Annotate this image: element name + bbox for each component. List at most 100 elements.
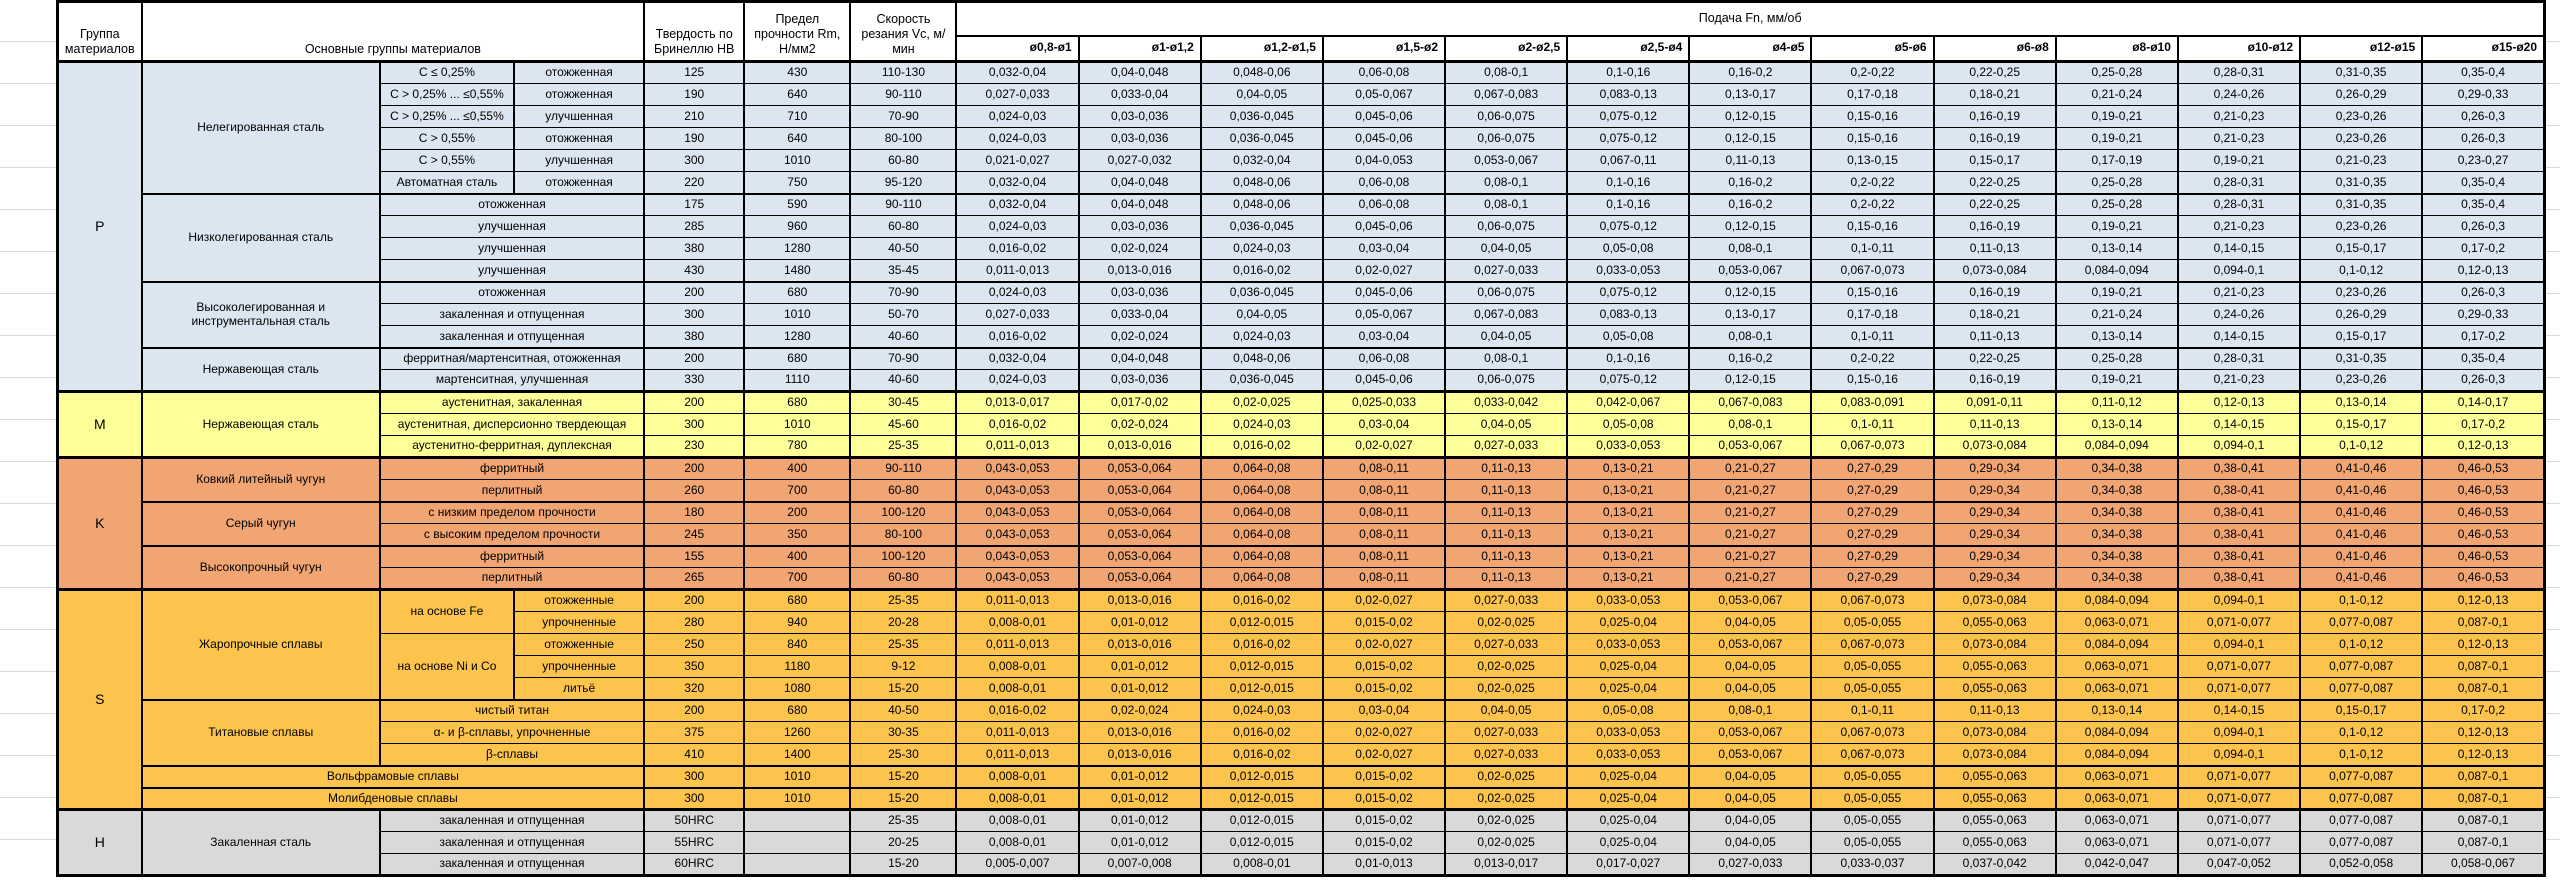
feed-cell[interactable]: 0,06-0,075 bbox=[1444, 369, 1569, 392]
feed-cell[interactable]: 0,24-0,26 bbox=[2176, 83, 2302, 106]
feed-cell[interactable]: 0,05-0,055 bbox=[1810, 764, 1935, 788]
feed-cell[interactable]: 0,045-0,06 bbox=[1321, 369, 1447, 392]
feed-cell[interactable]: 0,17-0,18 bbox=[1810, 303, 1935, 326]
feed-cell[interactable]: 0,29-0,34 bbox=[1932, 567, 2057, 590]
feed-cell[interactable]: 0,12-0,13 bbox=[2421, 435, 2546, 458]
feed-cell[interactable]: 0,06-0,08 bbox=[1321, 346, 1447, 370]
feed-cell[interactable]: 0,012-0,015 bbox=[1199, 786, 1324, 810]
speed-cell[interactable]: 15-20 bbox=[849, 677, 958, 700]
feed-cell[interactable]: 0,1-0,12 bbox=[2299, 743, 2424, 766]
feed-cell[interactable]: 0,27-0,29 bbox=[1810, 479, 1935, 502]
feed-cell[interactable]: 0,02-0,025 bbox=[1444, 764, 1569, 788]
feed-cell[interactable]: 0,032-0,04 bbox=[955, 346, 1080, 370]
feed-cell[interactable]: 0,027-0,033 bbox=[1444, 743, 1569, 766]
feed-cell[interactable]: 0,16-0,19 bbox=[1932, 127, 2057, 150]
feed-cell[interactable]: 0,036-0,045 bbox=[1199, 105, 1324, 128]
feed-cell[interactable]: 0,016-0,02 bbox=[955, 413, 1080, 436]
feed-cell[interactable]: 0,23-0,26 bbox=[2299, 215, 2424, 238]
feed-cell[interactable]: 0,2-0,22 bbox=[1810, 60, 1935, 84]
material-state-cell[interactable]: закаленная и отпущенная bbox=[378, 808, 646, 832]
feed-cell[interactable]: 0,11-0,13 bbox=[1688, 149, 1813, 172]
feed-cell[interactable]: 0,15-0,16 bbox=[1810, 105, 1935, 128]
feed-cell[interactable]: 0,11-0,13 bbox=[1444, 479, 1569, 502]
material-group-cell[interactable]: Высоколегированная и инструментальная ст… bbox=[140, 280, 381, 348]
material-sub1-cell[interactable]: C > 0,25% ... ≤0,55% bbox=[378, 105, 516, 128]
feed-cell[interactable]: 0,052-0,058 bbox=[2299, 853, 2424, 876]
feed-cell[interactable]: 0,04-0,05 bbox=[1688, 655, 1813, 678]
header-diameter-range[interactable]: ø10-ø12 bbox=[2176, 34, 2302, 63]
feed-cell[interactable]: 0,033-0,053 bbox=[1566, 435, 1691, 458]
speed-cell[interactable]: 60-80 bbox=[849, 149, 958, 172]
feed-cell[interactable]: 0,025-0,04 bbox=[1566, 655, 1691, 678]
feed-cell[interactable]: 0,015-0,02 bbox=[1321, 655, 1447, 678]
feed-cell[interactable]: 0,04-0,05 bbox=[1444, 325, 1569, 348]
material-state-cell[interactable]: ферритная/мартенситная, отожженная bbox=[378, 346, 646, 370]
group-letter-cell[interactable]: P bbox=[56, 60, 143, 392]
feed-cell[interactable]: 0,1-0,12 bbox=[2299, 435, 2424, 458]
feed-cell[interactable]: 0,03-0,036 bbox=[1077, 105, 1202, 128]
feed-cell[interactable]: 0,073-0,084 bbox=[1932, 259, 2057, 282]
feed-cell[interactable]: 0,41-0,46 bbox=[2299, 544, 2424, 568]
strength-cell[interactable]: 680 bbox=[743, 346, 852, 370]
hardness-cell[interactable]: 60HRC bbox=[643, 853, 746, 876]
feed-cell[interactable]: 0,34-0,38 bbox=[2054, 523, 2179, 546]
feed-cell[interactable]: 0,2-0,22 bbox=[1810, 171, 1935, 194]
material-group-cell[interactable]: Молибденовые сплавы bbox=[140, 786, 646, 810]
feed-cell[interactable]: 0,055-0,063 bbox=[1932, 611, 2057, 634]
feed-cell[interactable]: 0,08-0,11 bbox=[1321, 456, 1447, 480]
strength-cell[interactable]: 640 bbox=[743, 127, 852, 150]
feed-cell[interactable]: 0,16-0,19 bbox=[1932, 105, 2057, 128]
feed-cell[interactable]: 0,21-0,23 bbox=[2299, 149, 2424, 172]
feed-cell[interactable]: 0,01-0,012 bbox=[1077, 764, 1202, 788]
feed-cell[interactable]: 0,027-0,033 bbox=[955, 83, 1080, 106]
feed-cell[interactable]: 0,025-0,033 bbox=[1321, 390, 1447, 414]
feed-cell[interactable]: 0,033-0,037 bbox=[1810, 853, 1935, 876]
feed-cell[interactable]: 0,04-0,05 bbox=[1199, 83, 1324, 106]
feed-cell[interactable]: 0,025-0,04 bbox=[1566, 831, 1691, 854]
feed-cell[interactable]: 0,04-0,05 bbox=[1688, 808, 1813, 832]
feed-cell[interactable]: 0,02-0,027 bbox=[1321, 743, 1447, 766]
hardness-cell[interactable]: 200 bbox=[643, 390, 746, 414]
feed-cell[interactable]: 0,02-0,027 bbox=[1321, 435, 1447, 458]
feed-cell[interactable]: 0,18-0,21 bbox=[1932, 83, 2057, 106]
feed-cell[interactable]: 0,05-0,08 bbox=[1566, 413, 1691, 436]
feed-cell[interactable]: 0,08-0,11 bbox=[1321, 544, 1447, 568]
feed-cell[interactable]: 0,013-0,016 bbox=[1077, 743, 1202, 766]
feed-cell[interactable]: 0,21-0,27 bbox=[1688, 479, 1813, 502]
feed-cell[interactable]: 0,13-0,21 bbox=[1566, 479, 1691, 502]
material-state-cell[interactable]: ферритный bbox=[378, 456, 646, 480]
feed-cell[interactable]: 0,094-0,1 bbox=[2176, 435, 2302, 458]
feed-cell[interactable]: 0,13-0,21 bbox=[1566, 567, 1691, 590]
feed-cell[interactable]: 0,084-0,094 bbox=[2054, 721, 2179, 744]
feed-cell[interactable]: 0,064-0,08 bbox=[1199, 500, 1324, 524]
material-state-cell[interactable]: мартенситная, улучшенная bbox=[378, 369, 646, 392]
feed-cell[interactable]: 0,016-0,02 bbox=[1199, 743, 1324, 766]
feed-cell[interactable]: 0,094-0,1 bbox=[2176, 721, 2302, 744]
hardness-cell[interactable]: 280 bbox=[643, 611, 746, 634]
feed-cell[interactable]: 0,045-0,06 bbox=[1321, 280, 1447, 304]
feed-cell[interactable]: 0,03-0,036 bbox=[1077, 215, 1202, 238]
feed-cell[interactable]: 0,005-0,007 bbox=[955, 853, 1080, 876]
speed-cell[interactable]: 60-80 bbox=[849, 567, 958, 590]
feed-cell[interactable]: 0,03-0,04 bbox=[1321, 325, 1447, 348]
feed-cell[interactable]: 0,1-0,11 bbox=[1810, 413, 1935, 436]
feed-cell[interactable]: 0,063-0,071 bbox=[2054, 611, 2179, 634]
hardness-cell[interactable]: 375 bbox=[643, 721, 746, 744]
hardness-cell[interactable]: 245 bbox=[643, 523, 746, 546]
speed-cell[interactable]: 45-60 bbox=[849, 413, 958, 436]
group-letter-cell[interactable]: S bbox=[56, 588, 143, 810]
feed-cell[interactable]: 0,11-0,13 bbox=[1444, 523, 1569, 546]
feed-cell[interactable]: 0,084-0,094 bbox=[2054, 588, 2179, 612]
feed-cell[interactable]: 0,23-0,26 bbox=[2299, 127, 2424, 150]
header-diameter-range[interactable]: ø1-ø1,2 bbox=[1077, 34, 1202, 63]
feed-cell[interactable]: 0,05-0,055 bbox=[1810, 677, 1935, 700]
material-state-cell[interactable]: отожженные bbox=[512, 588, 646, 612]
feed-cell[interactable]: 0,31-0,35 bbox=[2299, 171, 2424, 194]
feed-cell[interactable]: 0,087-0,1 bbox=[2421, 786, 2546, 810]
feed-cell[interactable]: 0,032-0,04 bbox=[1199, 149, 1324, 172]
feed-cell[interactable]: 0,016-0,02 bbox=[1199, 259, 1324, 282]
feed-cell[interactable]: 0,03-0,04 bbox=[1321, 698, 1447, 722]
feed-cell[interactable]: 0,091-0,11 bbox=[1932, 390, 2057, 414]
feed-cell[interactable]: 0,19-0,21 bbox=[2054, 215, 2179, 238]
feed-cell[interactable]: 0,073-0,084 bbox=[1932, 743, 2057, 766]
